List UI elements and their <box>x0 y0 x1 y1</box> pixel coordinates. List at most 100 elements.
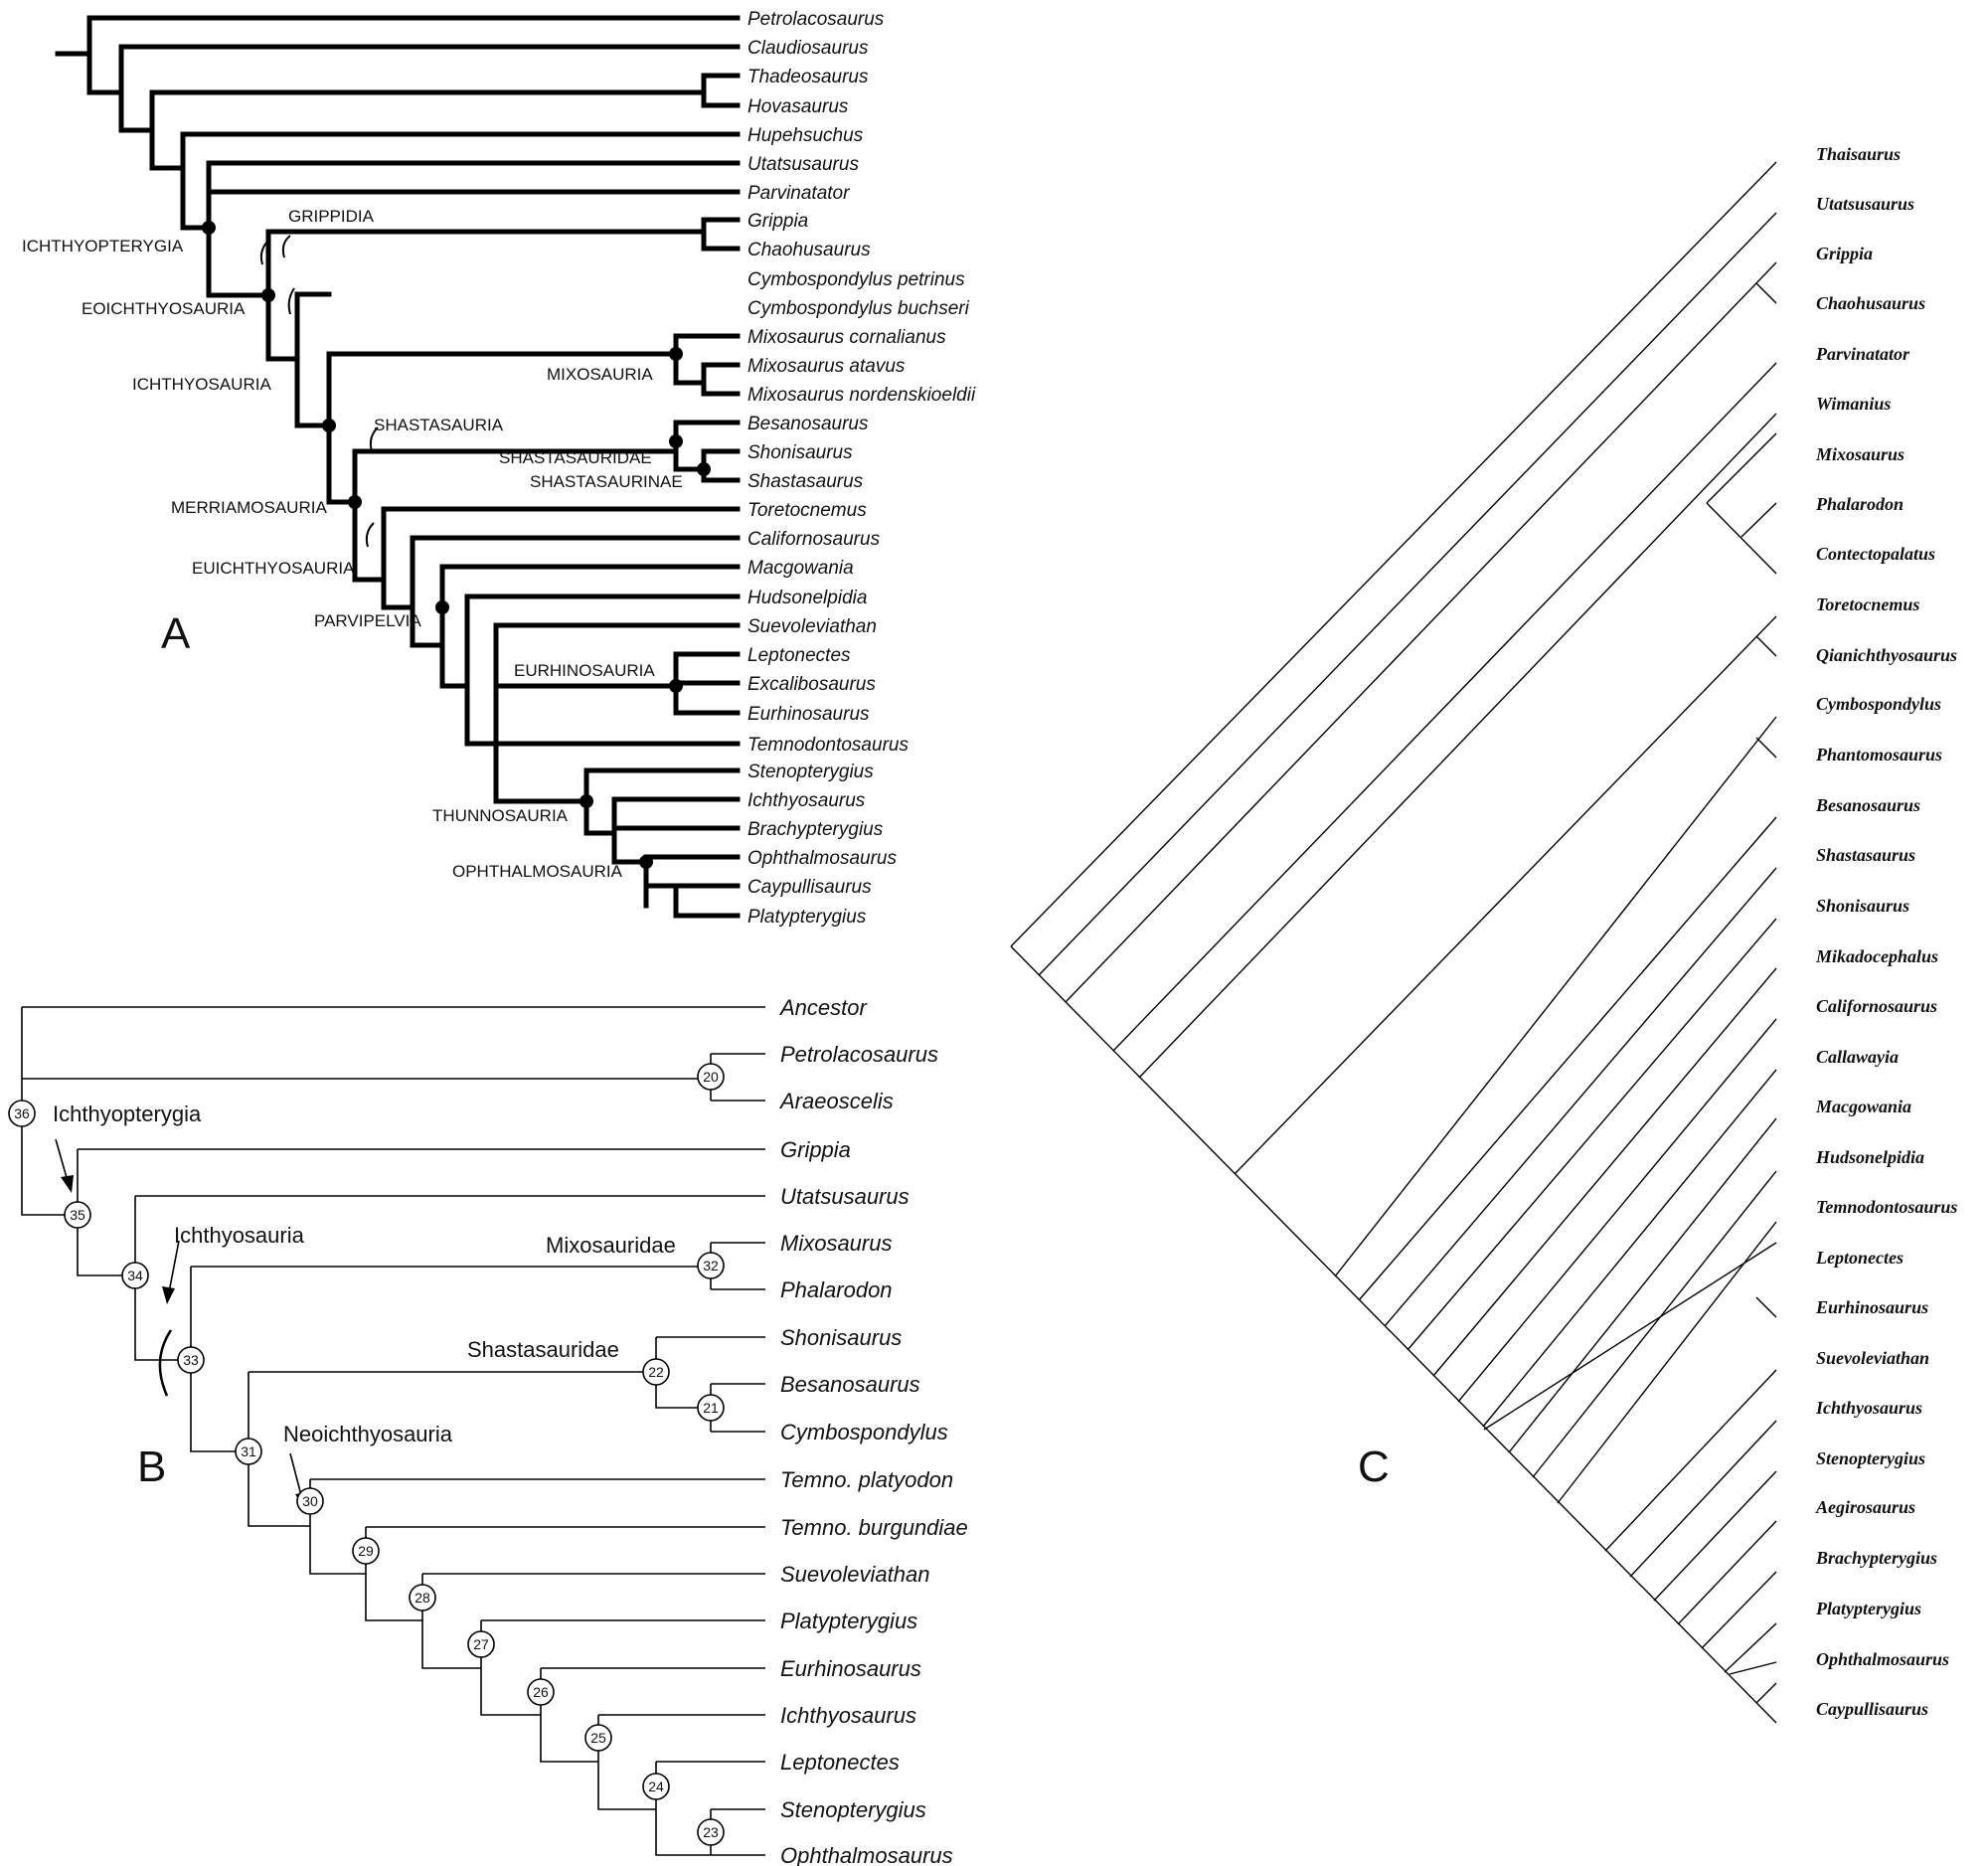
node-circle-24 <box>642 1773 670 1800</box>
taxon-a-cymbospondylus-petrinus: Cymbospondylus petrinus <box>747 269 965 290</box>
taxon-a-platypterygius: Platypterygius <box>747 907 867 928</box>
taxon-b-grippia: Grippia <box>780 1137 851 1162</box>
panel-a-clade-labels: ICHTHYOPTERYGIA GRIPPIDIA EOICHTHYOSAURI… <box>22 207 683 881</box>
taxon-c-shastasaurus: Shastasaurus <box>1816 845 1915 865</box>
node-circle-20 <box>697 1063 725 1091</box>
panel-b-label: B <box>137 1442 166 1491</box>
taxon-c-cymbospondylus: Cymbospondylus <box>1816 694 1941 714</box>
taxon-a-excalibosaurus: Excalibosaurus <box>747 674 876 695</box>
node-number-34: 34 <box>127 1268 143 1283</box>
taxon-c-eurhinosaurus: Eurhinosaurus <box>1815 1297 1928 1317</box>
clade-shastasauridae: SHASTASAURIDAE <box>499 448 652 467</box>
taxon-c-aegirosaurus: Aegirosaurus <box>1815 1497 1915 1517</box>
taxon-c-ichthyosaurus: Ichthyosaurus <box>1815 1398 1922 1418</box>
taxon-c-utatsusaurus: Utatsusaurus <box>1816 194 1914 214</box>
clade-euichthyosauria: EUICHTHYOSAURIA <box>192 559 355 578</box>
clade-b-ichthyosauria: Ichthyosauria <box>174 1223 305 1248</box>
taxon-b-ichthyosaurus: Ichthyosaurus <box>780 1703 916 1728</box>
clade-eurhinosauria: EURHINOSAURIA <box>514 661 655 680</box>
taxon-a-mixosaurus-atavus: Mixosaurus atavus <box>747 356 906 377</box>
clade-b-shastasauridae: Shastasauridae <box>467 1337 619 1362</box>
clade-b-neoichthyosauria: Neoichthyosauria <box>283 1422 453 1446</box>
clade-ichthyosauria: ICHTHYOSAURIA <box>132 375 271 394</box>
node-number-32: 32 <box>703 1258 719 1273</box>
taxon-b-leptonectes: Leptonectes <box>780 1750 900 1775</box>
node-number-22: 22 <box>648 1364 664 1380</box>
taxon-c-californosaurus: Californosaurus <box>1816 996 1937 1016</box>
taxon-b-ancestor: Ancestor <box>778 995 868 1020</box>
taxon-a-utatsusaurus: Utatsusaurus <box>747 154 859 175</box>
taxon-a-hupehsuchus: Hupehsuchus <box>747 125 864 146</box>
node-number-29: 29 <box>358 1543 374 1559</box>
node-circle-28 <box>409 1584 436 1612</box>
taxon-c-wimanius: Wimanius <box>1816 394 1891 414</box>
panel-c-label: C <box>1358 1442 1390 1491</box>
clade-b-mixosauridae: Mixosauridae <box>546 1233 676 1258</box>
taxon-c-callawayia: Callawayia <box>1816 1047 1899 1067</box>
taxon-a-caypullisaurus: Caypullisaurus <box>747 877 872 898</box>
taxon-a-cymbospondylus-buchseri: Cymbospondylus buchseri <box>747 298 970 319</box>
node-number-21: 21 <box>703 1400 719 1416</box>
taxon-c-qianichthyosaurus: Qianichthyosaurus <box>1816 645 1957 665</box>
taxon-a-toretocnemus: Toretocnemus <box>747 500 867 521</box>
node-circle-23 <box>697 1818 725 1846</box>
taxon-a-macgowania: Macgowania <box>747 558 854 579</box>
taxon-a-ophthalmosaurus: Ophthalmosaurus <box>747 848 897 869</box>
taxon-b-suevoleviathan: Suevoleviathan <box>780 1562 929 1587</box>
panel-a-nodes <box>202 221 711 869</box>
node-circle-35 <box>64 1201 91 1229</box>
node-number-35: 35 <box>70 1207 85 1223</box>
clade-thunnosauria: THUNNOSAURIA <box>432 806 569 825</box>
clade-eoichthyosauria: EOICHTHYOSAURIA <box>82 299 246 318</box>
taxon-a-suevoleviathan: Suevoleviathan <box>747 616 877 637</box>
taxon-c-mikadocephalus: Mikadocephalus <box>1815 946 1938 966</box>
taxon-b-stenopterygius: Stenopterygius <box>780 1797 926 1822</box>
panel-a-brackets <box>259 235 379 548</box>
taxon-a-grippia: Grippia <box>747 211 808 232</box>
panel-b-nodes: 20 21 22 23 24 25 26 27 28 29 30 31 32 33 34 35 36 <box>8 1063 725 1846</box>
taxon-a-leptonectes: Leptonectes <box>747 645 851 666</box>
taxon-c-ophthalmosaurus: Ophthalmosaurus <box>1816 1649 1949 1669</box>
taxon-c-platypterygius: Platypterygius <box>1815 1599 1921 1618</box>
taxon-a-shonisaurus: Shonisaurus <box>747 442 853 463</box>
taxon-b-temno-burgundiae: Temno. burgundiae <box>780 1515 968 1540</box>
clade-shastasauria: SHASTASAURIA <box>374 416 504 434</box>
node-circle-32 <box>697 1252 725 1279</box>
clade-b-ichthyopterygia: Ichthyopterygia <box>53 1102 202 1126</box>
clade-ichthyopterygia: ICHTHYOPTERYGIA <box>22 237 184 255</box>
taxon-a-mixosaurus-cornalianus: Mixosaurus cornalianus <box>747 327 946 348</box>
node-circle-30 <box>296 1487 324 1515</box>
panel-b-tree <box>21 1006 765 1856</box>
clade-shastasaurinae: SHASTASAURINAE <box>530 472 683 491</box>
taxon-a-shastasaurus: Shastasaurus <box>747 471 864 492</box>
node-circle-22 <box>642 1358 670 1386</box>
taxon-c-mixosaurus: Mixosaurus <box>1815 444 1905 464</box>
clade-ophthalmosauria: OPHTHALMOSAURIA <box>452 862 623 881</box>
panel-a-label: A <box>161 609 191 658</box>
taxon-b-utatsusaurus: Utatsusaurus <box>780 1184 910 1209</box>
clade-grippidia: GRIPPIDIA <box>288 207 375 226</box>
taxon-b-platypterygius: Platypterygius <box>780 1609 917 1633</box>
taxon-c-thaisaurus: Thaisaurus <box>1816 144 1901 164</box>
taxon-b-mixosaurus: Mixosaurus <box>780 1231 892 1256</box>
node-circle-26 <box>527 1678 555 1706</box>
taxon-c-temnodontosaurus: Temnodontosaurus <box>1816 1197 1957 1217</box>
taxon-b-cymbospondylus: Cymbospondylus <box>780 1420 948 1444</box>
node-circle-31 <box>235 1438 262 1465</box>
clade-merriamosauria: MERRIAMOSAURIA <box>171 498 327 517</box>
node-number-20: 20 <box>703 1069 719 1085</box>
node-number-24: 24 <box>648 1779 664 1794</box>
node-number-27: 27 <box>473 1636 489 1652</box>
taxon-c-phalarodon: Phalarodon <box>1815 494 1904 514</box>
panel-b-taxa: Ancestor Petrolacosaurus Araeoscelis Grippi… <box>778 995 968 1866</box>
node-circle-36 <box>8 1100 36 1127</box>
node-number-26: 26 <box>533 1684 549 1700</box>
taxon-b-temno-platyodon: Temno. platyodon <box>780 1467 953 1492</box>
taxon-a-parvinatator: Parvinatator <box>747 183 850 204</box>
taxon-b-araeoscelis: Araeoscelis <box>778 1089 894 1113</box>
taxon-a-ichthyosaurus: Ichthyosaurus <box>747 790 866 811</box>
taxon-a-hovasaurus: Hovasaurus <box>747 96 849 117</box>
taxon-a-stenopterygius: Stenopterygius <box>747 762 874 782</box>
taxon-a-besanosaurus: Besanosaurus <box>747 414 869 434</box>
taxon-c-suevoleviathan: Suevoleviathan <box>1816 1348 1929 1368</box>
